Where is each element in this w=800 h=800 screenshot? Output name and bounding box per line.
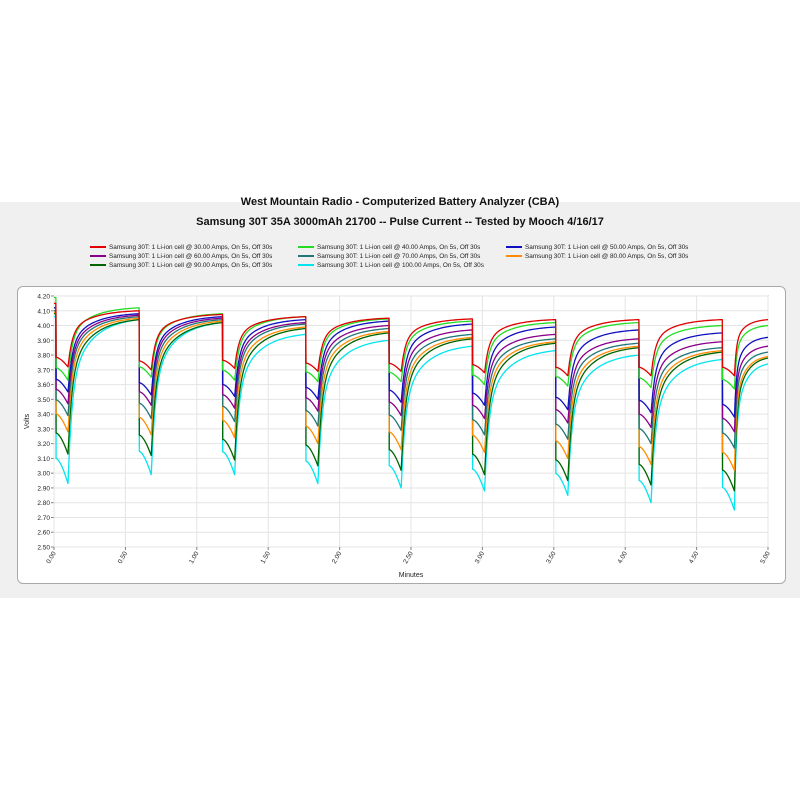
x-tick-label: 0.50: [117, 550, 130, 565]
y-axis-label: Volts: [24, 413, 31, 429]
y-tick-label: 3.00: [37, 471, 50, 478]
y-tick-label: 3.60: [37, 382, 50, 389]
legend-swatch: [90, 246, 106, 249]
y-tick-label: 2.90: [37, 485, 50, 492]
series-line: [54, 316, 769, 511]
legend-swatch: [90, 255, 106, 258]
x-tick-label: 2.00: [331, 550, 344, 565]
y-tick-label: 2.70: [37, 515, 50, 522]
legend-item: Samsung 30T: 1 Li-ion cell @ 30.00 Amps,…: [90, 244, 272, 252]
legend-swatch: [298, 246, 314, 249]
x-tick-label: 2.50: [402, 550, 415, 565]
legend-swatch: [90, 264, 106, 267]
x-tick-label: 4.50: [688, 550, 701, 565]
legend-item: Samsung 30T: 1 Li-ion cell @ 70.00 Amps,…: [298, 253, 480, 261]
series-line: [54, 307, 769, 418]
x-tick-label: 3.50: [545, 550, 558, 565]
legend-item: Samsung 30T: 1 Li-ion cell @ 100.00 Amps…: [298, 262, 484, 270]
x-tick-label: 0.00: [45, 550, 58, 565]
y-tick-label: 4.00: [37, 323, 50, 330]
y-tick-label: 4.10: [37, 308, 50, 315]
series-line: [54, 310, 769, 449]
legend-label: Samsung 30T: 1 Li-ion cell @ 80.00 Amps,…: [525, 253, 689, 260]
y-tick-label: 4.20: [37, 294, 50, 301]
y-tick-label: 3.90: [37, 338, 50, 345]
y-tick-label: 3.80: [37, 353, 50, 360]
series-line: [54, 307, 769, 433]
series-line: [54, 302, 769, 377]
legend-item: Samsung 30T: 1 Li-ion cell @ 90.00 Amps,…: [90, 262, 272, 270]
y-tick-label: 3.20: [37, 441, 50, 448]
y-tick-label: 2.80: [37, 500, 50, 507]
x-tick-label: 1.00: [188, 550, 201, 565]
chart-title: West Mountain Radio - Computerized Batte…: [240, 196, 560, 208]
legend-swatch: [506, 255, 522, 258]
legend-label: Samsung 30T: 1 Li-ion cell @ 60.00 Amps,…: [109, 253, 273, 260]
series-line: [54, 313, 769, 492]
legend-label: Samsung 30T: 1 Li-ion cell @ 40.00 Amps,…: [317, 244, 481, 251]
chart-legend: Samsung 30T: 1 Li-ion cell @ 30.00 Amps,…: [90, 244, 730, 274]
legend-swatch: [298, 255, 314, 258]
y-tick-label: 3.40: [37, 412, 50, 419]
legend-swatch: [506, 246, 522, 249]
legend-label: Samsung 30T: 1 Li-ion cell @ 90.00 Amps,…: [109, 262, 273, 269]
legend-label: Samsung 30T: 1 Li-ion cell @ 70.00 Amps,…: [317, 253, 481, 260]
x-tick-label: 1.50: [260, 550, 273, 565]
legend-item: Samsung 30T: 1 Li-ion cell @ 60.00 Amps,…: [90, 253, 272, 261]
legend-item: Samsung 30T: 1 Li-ion cell @ 80.00 Amps,…: [506, 253, 688, 261]
legend-item: Samsung 30T: 1 Li-ion cell @ 50.00 Amps,…: [506, 244, 688, 252]
legend-label: Samsung 30T: 1 Li-ion cell @ 100.00 Amps…: [317, 262, 484, 269]
x-axis-label: Minutes: [399, 572, 424, 579]
series-line: [54, 296, 769, 390]
legend-item: Samsung 30T: 1 Li-ion cell @ 40.00 Amps,…: [298, 244, 480, 252]
y-tick-label: 2.50: [37, 545, 50, 552]
x-tick-label: 3.00: [474, 550, 487, 565]
legend-swatch: [298, 264, 314, 267]
y-tick-label: 3.10: [37, 456, 50, 463]
y-tick-label: 2.60: [37, 530, 50, 537]
x-tick-label: 4.00: [617, 550, 630, 565]
legend-label: Samsung 30T: 1 Li-ion cell @ 30.00 Amps,…: [109, 244, 273, 251]
y-tick-label: 3.70: [37, 367, 50, 374]
y-tick-label: 3.30: [37, 426, 50, 433]
x-tick-label: 5.00: [759, 550, 772, 565]
series-line: [54, 311, 769, 471]
y-tick-label: 3.50: [37, 397, 50, 404]
chart-subtitle: Samsung 30T 35A 3000mAh 21700 -- Pulse C…: [196, 216, 604, 228]
legend-label: Samsung 30T: 1 Li-ion cell @ 50.00 Amps,…: [525, 244, 689, 251]
